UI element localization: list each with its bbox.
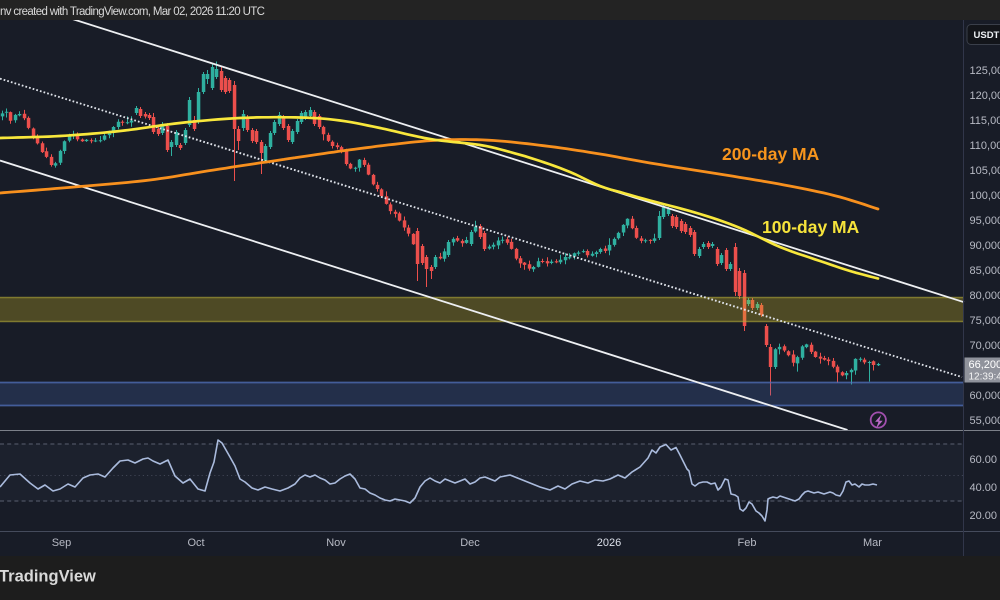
svg-text:40.00: 40.00 <box>970 482 998 494</box>
svg-text:100,000: 100,000 <box>970 190 1000 202</box>
svg-text:66,200: 66,200 <box>969 359 1000 371</box>
svg-text:Nov: Nov <box>326 537 346 549</box>
svg-text:55,000: 55,000 <box>970 415 1000 427</box>
svg-text:85,000: 85,000 <box>970 265 1000 277</box>
svg-text:125,000: 125,000 <box>970 65 1000 77</box>
svg-text:70,000: 70,000 <box>970 340 1000 352</box>
svg-text:60.00: 60.00 <box>970 454 998 466</box>
svg-text:90,000: 90,000 <box>970 240 1000 252</box>
svg-text:200-day MA: 200-day MA <box>722 144 820 164</box>
svg-text:TradingView: TradingView <box>0 568 96 586</box>
svg-text:100-day MA: 100-day MA <box>762 217 860 237</box>
svg-text:80,000: 80,000 <box>970 290 1000 302</box>
svg-text:Feb: Feb <box>738 537 757 549</box>
svg-text:Oct: Oct <box>187 537 204 549</box>
svg-text:95,000: 95,000 <box>970 215 1000 227</box>
svg-text:110,000: 110,000 <box>970 140 1000 152</box>
svg-text:2026: 2026 <box>597 537 621 549</box>
svg-text:120,000: 120,000 <box>970 90 1000 102</box>
svg-text:Sep: Sep <box>52 537 72 549</box>
svg-text:60,000: 60,000 <box>970 390 1000 402</box>
svg-text:105,000: 105,000 <box>970 165 1000 177</box>
svg-text:nv created with TradingView.co: nv created with TradingView.com, Mar 02,… <box>0 6 265 18</box>
svg-text:Dec: Dec <box>460 537 480 549</box>
svg-text:115,000: 115,000 <box>970 115 1000 127</box>
svg-text:USDT: USDT <box>974 30 1000 41</box>
svg-text:20.00: 20.00 <box>970 510 998 522</box>
svg-text:75,000: 75,000 <box>970 315 1000 327</box>
svg-text:12:39:4: 12:39:4 <box>969 372 1000 383</box>
svg-text:Mar: Mar <box>863 537 882 549</box>
